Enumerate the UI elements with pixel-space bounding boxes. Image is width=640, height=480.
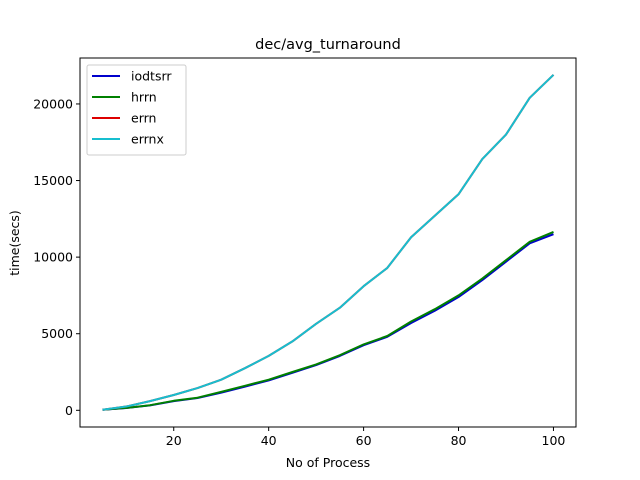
chart-title: dec/avg_turnaround	[255, 37, 401, 53]
x-tick-label: 100	[542, 433, 566, 448]
legend-label-hrrn: hrrn	[131, 90, 157, 105]
x-tick-label: 20	[166, 433, 182, 448]
y-tick-label: 20000	[33, 96, 73, 111]
x-tick-label: 80	[451, 433, 467, 448]
x-tick-label: 40	[261, 433, 277, 448]
axes-layer: 20 40 60 80 100 0 5000 10000 15000 20000	[33, 96, 565, 448]
legend: iodtsrr hrrn errn errnx	[86, 64, 187, 156]
x-tick-label: 60	[356, 433, 372, 448]
series-line-errnx	[102, 74, 555, 411]
y-tick-label: 15000	[33, 173, 73, 188]
plot-frame	[79, 57, 577, 428]
x-axis-title: No of Process	[286, 455, 370, 470]
legend-label-errn: errn	[131, 111, 156, 126]
y-tick-label: 10000	[33, 250, 73, 265]
legend-box	[86, 64, 187, 156]
legend-label-iodtsrr: iodtsrr	[131, 69, 172, 84]
y-tick-label: 5000	[41, 326, 73, 341]
y-tick-label: 0	[65, 403, 73, 418]
series-layer	[102, 74, 555, 411]
series-line-hrrn	[102, 230, 554, 411]
legend-label-errnx: errnx	[131, 132, 164, 147]
y-axis-title: time(secs)	[7, 210, 22, 276]
